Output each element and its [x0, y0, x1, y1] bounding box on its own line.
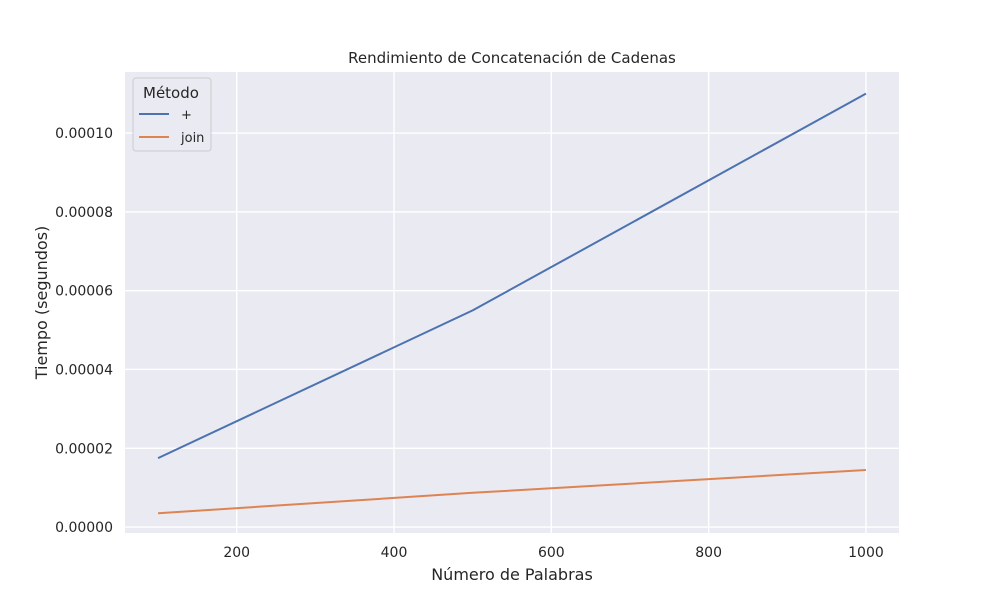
x-tick-label: 600 [538, 545, 565, 561]
x-tick-labels: 200 400 600 800 1000 [223, 545, 883, 561]
legend-title: Método [143, 84, 199, 102]
y-tick-label: 0.00006 [55, 284, 113, 300]
x-tick-label: 400 [381, 545, 408, 561]
x-tick-label: 200 [223, 545, 250, 561]
y-tick-label: 0.00004 [55, 362, 113, 378]
x-axis-label: Número de Palabras [431, 565, 593, 584]
chart-title: Rendimiento de Concatenación de Cadenas [348, 49, 676, 67]
y-tick-label: 0.00000 [55, 520, 113, 536]
x-tick-label: 1000 [848, 545, 884, 561]
y-tick-label: 0.00008 [55, 205, 113, 221]
legend: Método + join [132, 77, 212, 152]
y-tick-label: 0.00002 [55, 441, 113, 457]
series-lines [157, 92, 867, 515]
y-tick-label: 0.00010 [55, 126, 113, 142]
legend-label-plus: + [181, 108, 192, 123]
legend-label-join: join [180, 131, 204, 146]
y-tick-labels: 0.00000 0.00002 0.00004 0.00006 0.00008 0.000… [55, 126, 113, 536]
y-axis-label: Tiempo (segundos) [32, 226, 51, 381]
x-tick-label: 800 [695, 545, 722, 561]
grid-lines [125, 72, 899, 533]
series-line-plus [157, 92, 867, 460]
legend-items: + join [139, 108, 204, 146]
legend-box [132, 77, 212, 152]
plot-area [125, 72, 899, 533]
series-line-join [157, 468, 867, 515]
